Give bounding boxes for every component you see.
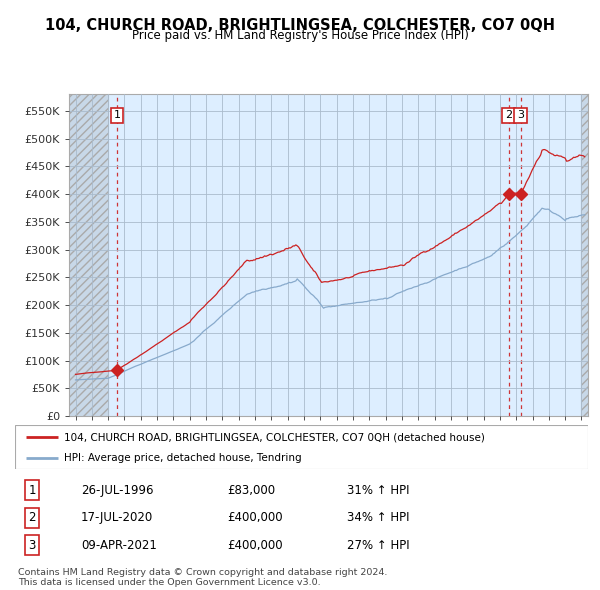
Text: 3: 3 <box>29 539 36 552</box>
Text: HPI: Average price, detached house, Tendring: HPI: Average price, detached house, Tend… <box>64 453 301 463</box>
Text: £400,000: £400,000 <box>227 539 283 552</box>
Text: 1: 1 <box>28 484 36 497</box>
Text: 1: 1 <box>113 110 121 120</box>
Text: £83,000: £83,000 <box>227 484 275 497</box>
Text: 31% ↑ HPI: 31% ↑ HPI <box>347 484 410 497</box>
Text: 09-APR-2021: 09-APR-2021 <box>81 539 157 552</box>
Text: 26-JUL-1996: 26-JUL-1996 <box>81 484 154 497</box>
Text: Contains HM Land Registry data © Crown copyright and database right 2024.
This d: Contains HM Land Registry data © Crown c… <box>18 568 388 587</box>
Text: 104, CHURCH ROAD, BRIGHTLINGSEA, COLCHESTER, CO7 0QH: 104, CHURCH ROAD, BRIGHTLINGSEA, COLCHES… <box>45 18 555 32</box>
Text: 3: 3 <box>517 110 524 120</box>
Text: 34% ↑ HPI: 34% ↑ HPI <box>347 511 410 525</box>
Text: 2: 2 <box>28 511 36 525</box>
Text: 27% ↑ HPI: 27% ↑ HPI <box>347 539 410 552</box>
Text: 2: 2 <box>505 110 512 120</box>
Text: £400,000: £400,000 <box>227 511 283 525</box>
Text: Price paid vs. HM Land Registry's House Price Index (HPI): Price paid vs. HM Land Registry's House … <box>131 30 469 42</box>
Text: 104, CHURCH ROAD, BRIGHTLINGSEA, COLCHESTER, CO7 0QH (detached house): 104, CHURCH ROAD, BRIGHTLINGSEA, COLCHES… <box>64 432 485 442</box>
Text: 17-JUL-2020: 17-JUL-2020 <box>81 511 153 525</box>
